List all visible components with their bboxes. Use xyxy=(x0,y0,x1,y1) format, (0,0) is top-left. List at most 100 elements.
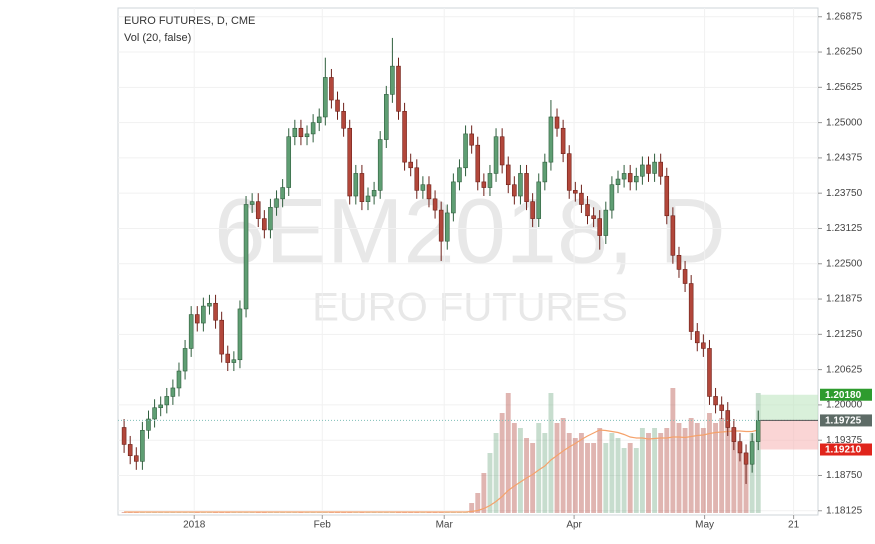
candle-body xyxy=(384,94,389,140)
y-tick-label: 1.20625 xyxy=(826,364,863,375)
candle-body xyxy=(194,314,200,324)
y-tick-label: 1.21250 xyxy=(826,329,863,340)
volume-bar xyxy=(646,433,651,513)
candle-body xyxy=(609,184,615,211)
candle-body xyxy=(304,133,310,138)
volume-bar xyxy=(627,443,633,513)
candle-body xyxy=(694,331,700,344)
y-tick-label: 1.18125 xyxy=(826,505,863,516)
y-tick-label: 1.18750 xyxy=(826,470,863,481)
candle-body xyxy=(615,178,621,186)
volume-bar xyxy=(633,448,639,513)
candle-body xyxy=(426,184,432,200)
candle-body xyxy=(377,139,383,191)
volume-bar xyxy=(518,428,523,513)
volume-bar xyxy=(658,433,664,513)
volume-bar xyxy=(469,503,475,513)
candle-body xyxy=(548,116,554,163)
volume-bar xyxy=(682,428,688,513)
volume-bar xyxy=(707,413,712,513)
candle-body xyxy=(414,167,420,191)
candle-body xyxy=(323,77,328,118)
volume-bar xyxy=(487,453,493,513)
candle-body xyxy=(371,190,377,197)
volume-bar xyxy=(505,393,511,513)
candle-body xyxy=(298,127,304,138)
candle-body xyxy=(231,359,237,363)
candle-body xyxy=(554,116,560,129)
price-label: 1.19725 xyxy=(825,416,862,427)
y-tick-label: 1.26250 xyxy=(826,47,863,58)
candle-body xyxy=(475,144,481,183)
candle-body xyxy=(646,164,651,174)
volume-bar xyxy=(475,493,481,513)
volume-bar xyxy=(688,418,694,513)
candle-body xyxy=(420,184,426,191)
candle-body xyxy=(164,396,170,406)
volume-bar xyxy=(481,473,487,513)
y-tick-label: 1.25625 xyxy=(826,82,863,93)
x-tick-label: Apr xyxy=(566,520,582,531)
volume-bar xyxy=(566,433,572,513)
candle-body xyxy=(536,181,542,219)
chart-title: EURO FUTURES, D, CME xyxy=(124,15,255,27)
loss-zone xyxy=(760,420,818,450)
watermark: 6EM2018, D xyxy=(214,180,725,282)
candle-body xyxy=(134,455,139,462)
volume-bar xyxy=(676,423,682,513)
candle-body xyxy=(127,444,133,457)
volume-bar xyxy=(121,512,127,513)
volume-bar xyxy=(621,448,627,513)
candle-body xyxy=(463,133,468,169)
candle-body xyxy=(146,418,151,431)
profit-zone xyxy=(760,394,818,421)
candle-body xyxy=(707,348,712,397)
y-tick-label: 1.22500 xyxy=(826,258,863,269)
volume-bar xyxy=(511,423,517,513)
candle-body xyxy=(121,427,127,445)
candle-body xyxy=(207,302,212,307)
candle-body xyxy=(713,396,718,406)
x-tick-label: Mar xyxy=(436,520,454,531)
candle-body xyxy=(438,209,444,242)
price-label-box xyxy=(820,388,872,401)
candle-body xyxy=(518,173,523,197)
candle-body xyxy=(249,201,255,205)
candle-body xyxy=(255,201,261,219)
candle-body xyxy=(280,187,285,200)
volume-bar xyxy=(700,428,706,513)
candle-body xyxy=(481,181,487,188)
candle-body xyxy=(512,184,517,197)
volume-bar xyxy=(639,428,645,513)
volume-bar xyxy=(499,413,505,513)
volume-bar xyxy=(694,423,700,513)
candle-body xyxy=(390,65,395,95)
x-tick-label: 2018 xyxy=(183,520,206,531)
x-tick-label: 21 xyxy=(788,520,800,531)
candle-body xyxy=(359,173,365,202)
candle-body xyxy=(286,136,292,188)
candle-body xyxy=(627,173,633,183)
volume-bar xyxy=(670,388,676,513)
candle-body xyxy=(591,215,596,219)
candle-body xyxy=(201,305,206,324)
volume-bar xyxy=(755,393,761,513)
volume-bar xyxy=(572,438,578,513)
y-tick-label: 1.26875 xyxy=(826,11,863,22)
candle-body xyxy=(603,209,609,236)
candle-body xyxy=(743,452,749,465)
candle-body xyxy=(688,283,694,332)
candle-body xyxy=(268,206,273,231)
price-label: 1.20180 xyxy=(825,390,862,401)
candle-body xyxy=(353,173,359,197)
candle-body xyxy=(573,190,578,194)
candle-body xyxy=(347,127,352,197)
candle-body xyxy=(621,173,627,180)
candle-body xyxy=(658,161,663,177)
candle-body xyxy=(262,218,267,231)
candle-body xyxy=(329,77,334,101)
candle-body xyxy=(749,441,755,465)
volume-bar xyxy=(664,428,670,513)
candle-body xyxy=(182,348,188,372)
